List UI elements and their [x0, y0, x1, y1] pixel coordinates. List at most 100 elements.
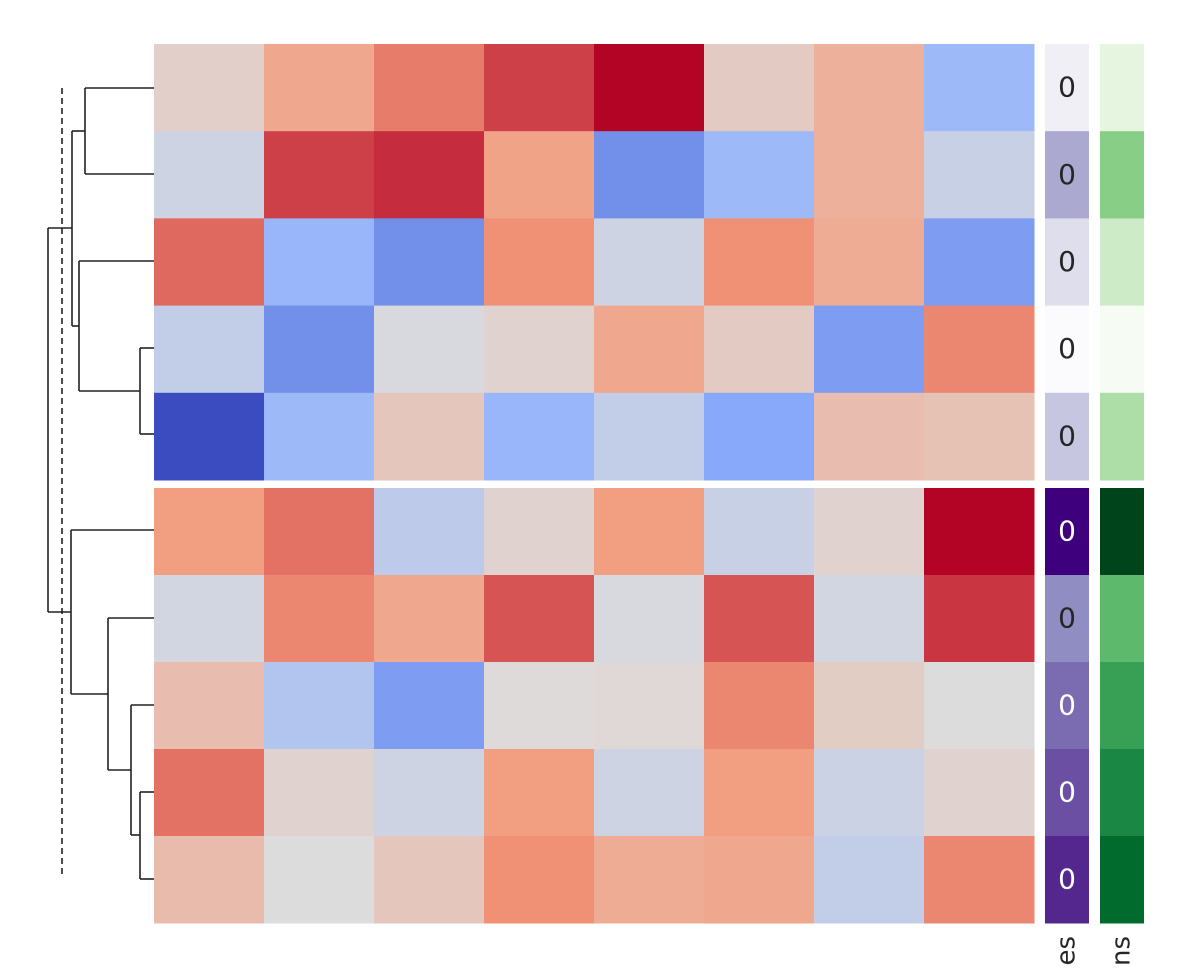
annotation-cell: [1045, 44, 1089, 132]
annotation-cell: [1100, 575, 1144, 663]
heatmap-cell: [704, 44, 815, 132]
heatmap-cell: [704, 392, 815, 481]
annotation-cell: [1045, 662, 1089, 750]
heatmap-cell: [264, 392, 375, 481]
annotation-text: 0: [1058, 71, 1076, 104]
heatmap-cell: [484, 575, 595, 663]
annotation-text: 0: [1058, 863, 1076, 896]
heatmap-cell: [924, 836, 1035, 924]
heatmap-cell: [264, 131, 375, 219]
annotation-cell: [1100, 488, 1144, 576]
heatmap-cell: [814, 488, 925, 576]
heatmap-cell: [374, 488, 485, 576]
heatmap-cell: [924, 218, 1035, 307]
heatmap-cell: [374, 662, 485, 750]
heatmap-cell: [704, 836, 815, 924]
heatmap-cell: [704, 488, 815, 576]
heatmap-cell: [594, 662, 705, 750]
heatmap-cell: [154, 218, 265, 307]
annotation-text: 0: [1058, 776, 1076, 809]
heatmap-cell: [594, 305, 705, 394]
heatmap-cell: [374, 218, 485, 307]
heatmap-cell: [374, 392, 485, 481]
heatmap-cell: [924, 392, 1035, 481]
annotation-text: 0: [1058, 515, 1076, 548]
heatmap-cell: [594, 44, 705, 132]
annotation-cell: [1100, 131, 1144, 219]
annotation-text: 0: [1058, 332, 1076, 365]
annotation-cell: [1100, 836, 1144, 924]
heatmap-cell: [264, 488, 375, 576]
heatmap-cell: [814, 305, 925, 394]
heatmap-cell: [154, 44, 265, 132]
heatmap-cell: [484, 836, 595, 924]
heatmap-cell: [374, 305, 485, 394]
heatmap-cell: [374, 575, 485, 663]
heatmap-cell: [924, 662, 1035, 750]
annotation-text: 0: [1058, 602, 1076, 635]
heatmap-cell: [814, 662, 925, 750]
annotation-text: 0: [1058, 689, 1076, 722]
heatmap-cell: [704, 749, 815, 837]
heatmap-cell: [264, 662, 375, 750]
heatmap-cell: [704, 575, 815, 663]
heatmap-cell: [264, 305, 375, 394]
heatmap-cell: [594, 836, 705, 924]
heatmap-cell: [154, 392, 265, 481]
heatmap-cell: [154, 749, 265, 837]
heatmap-cell: [594, 218, 705, 307]
heatmap-cell: [264, 44, 375, 132]
annotation-cell: [1045, 836, 1089, 924]
heatmap-cell: [924, 131, 1035, 219]
annotation-cell: [1100, 392, 1144, 481]
heatmap-cell: [484, 44, 595, 132]
annotation-cell: [1045, 575, 1089, 663]
heatmap-cell: [264, 575, 375, 663]
heatmap-cell: [594, 575, 705, 663]
dendrogram: [47, 87, 154, 880]
heatmap-cell: [484, 218, 595, 307]
heatmap-cell: [704, 662, 815, 750]
heatmap-cell: [594, 749, 705, 837]
heatmap-cell: [924, 305, 1035, 394]
heatmap-cell: [154, 305, 265, 394]
heatmap-cell: [374, 836, 485, 924]
heatmap-cell: [814, 131, 925, 219]
heatmap-cell: [374, 44, 485, 132]
annotation-cell: [1045, 131, 1089, 219]
heatmap-cell: [374, 131, 485, 219]
heatmap-cell: [814, 575, 925, 663]
heatmap-cell: [814, 749, 925, 837]
annotation-cell: [1045, 305, 1089, 394]
heatmap-cell: [154, 575, 265, 663]
heatmap-cell: [924, 575, 1035, 663]
heatmap-cell: [484, 488, 595, 576]
annotation-cell: [1100, 305, 1144, 394]
heatmap-cell: [704, 131, 815, 219]
heatmap-cell: [924, 44, 1035, 132]
annotation-cell: [1045, 749, 1089, 837]
annotation-cell: [1100, 749, 1144, 837]
heatmap-cell: [484, 392, 595, 481]
heatmap-cell: [484, 749, 595, 837]
heatmap-cell: [814, 218, 925, 307]
heatmap-cell: [374, 749, 485, 837]
heatmap-cell: [594, 131, 705, 219]
heatmap-cell: [264, 836, 375, 924]
annotation-cell: [1100, 218, 1144, 307]
heatmap-cell: [154, 131, 265, 219]
heatmap-cell: [154, 836, 265, 924]
heatmap-cell: [154, 662, 265, 750]
heatmap-cell: [484, 305, 595, 394]
heatmap-cell: [704, 305, 815, 394]
annotation-cell: [1100, 44, 1144, 132]
annotation-label: es: [1052, 936, 1082, 966]
annotation-cell: [1045, 218, 1089, 307]
heatmap-cell: [484, 131, 595, 219]
annotation-text: 0: [1058, 419, 1076, 452]
heatmap-cell: [814, 392, 925, 481]
heatmap-cell: [484, 662, 595, 750]
heatmap-cell: [594, 488, 705, 576]
annotation-label: ns: [1107, 936, 1137, 966]
